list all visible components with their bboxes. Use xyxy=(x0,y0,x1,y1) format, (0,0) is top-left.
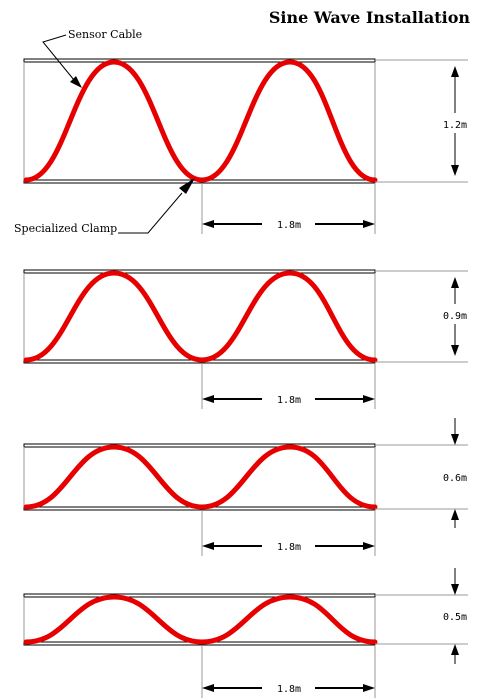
spacing-arrow-right xyxy=(363,395,375,403)
height-label: 0.5m xyxy=(443,612,467,623)
height-arrow-up xyxy=(451,644,459,655)
spacing-arrow-right xyxy=(363,220,375,228)
spacing-label: 1.8m xyxy=(277,684,301,695)
specialized-clamp-arrowhead xyxy=(179,178,195,194)
specialized-clamp-leader xyxy=(118,192,183,234)
height-arrow-down xyxy=(451,584,459,595)
spacing-label: 1.8m xyxy=(277,542,301,553)
panels-group: 1.2m 1.8m 0.9m 1.8m 0.6m 1.8m 0.5m 1.8m xyxy=(23,58,468,698)
height-label: 0.6m xyxy=(443,473,467,484)
spacing-arrow-left xyxy=(202,684,214,692)
sensor-cable-label: Sensor Cable xyxy=(68,28,142,41)
installation-panel: 0.5m 1.8m xyxy=(23,568,468,698)
sensor-cable-wave xyxy=(23,444,378,510)
top-rail xyxy=(23,269,376,274)
height-arrow-up xyxy=(451,66,459,77)
installation-panel: 0.9m 1.8m xyxy=(23,269,468,409)
specialized-clamp-label: Specialized Clamp xyxy=(14,222,117,235)
sensor-cable-wave xyxy=(23,270,378,363)
spacing-arrow-left xyxy=(202,220,214,228)
top-rail xyxy=(23,443,376,448)
sensor-cable-leader xyxy=(42,34,75,81)
height-label: 1.2m xyxy=(443,120,467,131)
height-arrow-down xyxy=(451,434,459,445)
diagram-title: Sine Wave Installation xyxy=(269,8,471,27)
spacing-arrow-right xyxy=(363,542,375,550)
top-rail xyxy=(23,593,376,598)
top-rail xyxy=(23,58,376,63)
spacing-arrow-left xyxy=(202,542,214,550)
sensor-cable-wave xyxy=(23,59,378,183)
height-arrow-up xyxy=(451,509,459,520)
installation-panel: 1.2m 1.8m xyxy=(23,58,468,234)
sensor-cable-wave xyxy=(23,594,378,645)
height-arrow-down xyxy=(451,165,459,176)
spacing-label: 1.8m xyxy=(277,395,301,406)
height-arrow-up xyxy=(451,277,459,288)
height-label: 0.9m xyxy=(443,311,467,322)
spacing-label: 1.8m xyxy=(277,220,301,231)
installation-panel: 0.6m 1.8m xyxy=(23,418,468,556)
spacing-arrow-right xyxy=(363,684,375,692)
spacing-arrow-left xyxy=(202,395,214,403)
height-arrow-down xyxy=(451,345,459,356)
sensor-cable-arrowhead xyxy=(70,76,82,88)
